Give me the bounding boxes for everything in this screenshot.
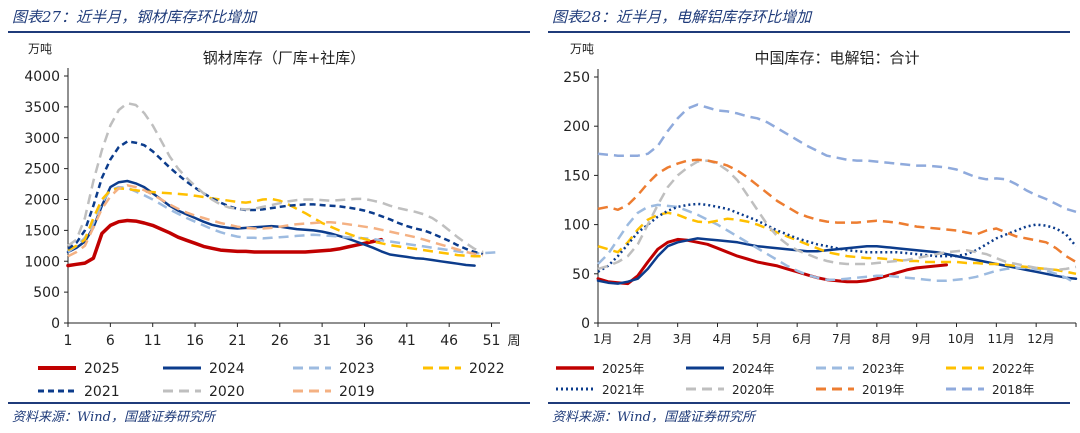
y-tick-label: 200 [563,119,590,135]
legend-label: 2020 [209,384,245,400]
y-tick-label: 3000 [24,131,60,147]
y-tick-label: 250 [563,70,590,86]
legend-label: 2024 [209,361,245,377]
left-figure-panel: 图表27：近半月，钢材库存环比增加 钢材库存（厂库+社库） 万吨 0 500 1000 1… [8,0,540,433]
y-tick-label: 50 [572,267,590,283]
aluminum-inventory-chart: 中国库存：电解铝：合计 万吨 0 50 100 150 200 250 1月 2月 3月 4月 5月 6月… [556,42,1078,397]
legend-label: 2020年 [732,383,775,397]
title-rule [8,31,530,33]
y-tick-label: 150 [563,168,590,184]
legend-label: 2023年 [862,362,905,376]
figure-title: 图表28：近半月，电解铝库存环比增加 [552,8,812,26]
x-tick-label: 36 [356,333,374,349]
x-tick-label: 21 [228,333,246,349]
steel-inventory-chart: 钢材库存（厂库+社库） 万吨 0 500 1000 1500 2000 2500 3000 350… [24,42,520,400]
title-rule [548,31,1070,33]
x-tick-label: 12月 [1027,332,1054,346]
y-tick-label: 100 [563,218,590,234]
x-tick-label: 31 [313,333,331,349]
x-tick-label: 11月 [987,332,1014,346]
legend-label: 2025 [84,361,120,377]
legend-label: 2023 [339,361,375,377]
x-tick-label: 46 [440,333,458,349]
series-line-2024 [66,179,476,267]
right-figure-panel: 图表28：近半月，电解铝库存环比增加 中国库存：电解铝：合计 万吨 0 50 100 15… [548,0,1080,433]
y-tick-label: 2500 [24,162,60,178]
x-tick-label: 1月 [593,332,613,346]
legend-label: 2025年 [602,362,645,376]
x-tick-label: 1 [64,333,73,349]
x-tick-label: 11 [144,333,162,349]
legend-label: 2022 [469,361,505,377]
legend-label: 2021年 [602,383,645,397]
x-tick-label: 6 [106,333,115,349]
x-tick-label: 5月 [752,332,772,346]
x-tick-label: 51 [483,333,501,349]
y-tick-label: 0 [51,316,60,332]
x-tick-label: 2月 [633,332,653,346]
legend-label: 2019年 [862,383,905,397]
series-line-2020 [67,101,484,254]
series-line-2020年 [597,159,1077,272]
x-axis-label: 周 [507,334,520,349]
series-line-2019年 [597,158,1077,264]
y-tick-label: 2000 [24,193,60,209]
y-tick-label: 3500 [24,100,60,116]
y-tick-label: 4000 [24,69,60,85]
x-tick-label: 26 [271,333,289,349]
series-line-2025 [66,218,384,268]
x-tick-label: 16 [186,333,204,349]
x-tick-label: 10月 [948,332,975,346]
y-tick-label: 500 [33,285,60,301]
legend-label: 2018年 [992,383,1035,397]
chart-title: 钢材库存（厂库+社库） [203,49,366,67]
x-tick-label: 9月 [912,332,932,346]
x-tick-label: 4月 [712,332,732,346]
legend-label: 2022年 [992,362,1035,376]
figure-title: 图表27：近半月，钢材库存环比增加 [12,8,257,26]
x-tick-label: 8月 [872,332,892,346]
y-axis-unit: 万吨 [570,42,594,56]
legend-label: 2024年 [732,362,775,376]
series-line-2025年 [596,237,948,286]
series-line-2018年 [597,103,1077,214]
legend-label: 2019 [339,384,375,400]
series-line-2019 [67,184,484,258]
y-tick-label: 1000 [24,254,60,270]
source-rule [548,402,1070,404]
y-axis-unit: 万吨 [28,42,52,56]
x-tick-label: 7月 [832,332,852,346]
source-rule [8,402,530,404]
x-tick-label: 3月 [673,332,693,346]
y-tick-label: 1500 [24,223,60,239]
series-line-2021 [67,140,484,256]
x-tick-label: 41 [398,333,416,349]
series-line-2021年 [597,202,1077,273]
source-note: 资料来源：Wind，国盛证券研究所 [12,410,215,425]
x-tick-label: 6月 [792,332,812,346]
chart-title: 中国库存：电解铝：合计 [754,49,919,67]
series-line-2022 [67,187,484,258]
series-line-2023 [67,185,501,255]
legend-label: 2021 [84,384,120,400]
series-line-2022年 [597,211,1077,276]
source-note: 资料来源：Wind，国盛证券研究所 [552,410,755,425]
y-tick-label: 0 [581,316,590,332]
